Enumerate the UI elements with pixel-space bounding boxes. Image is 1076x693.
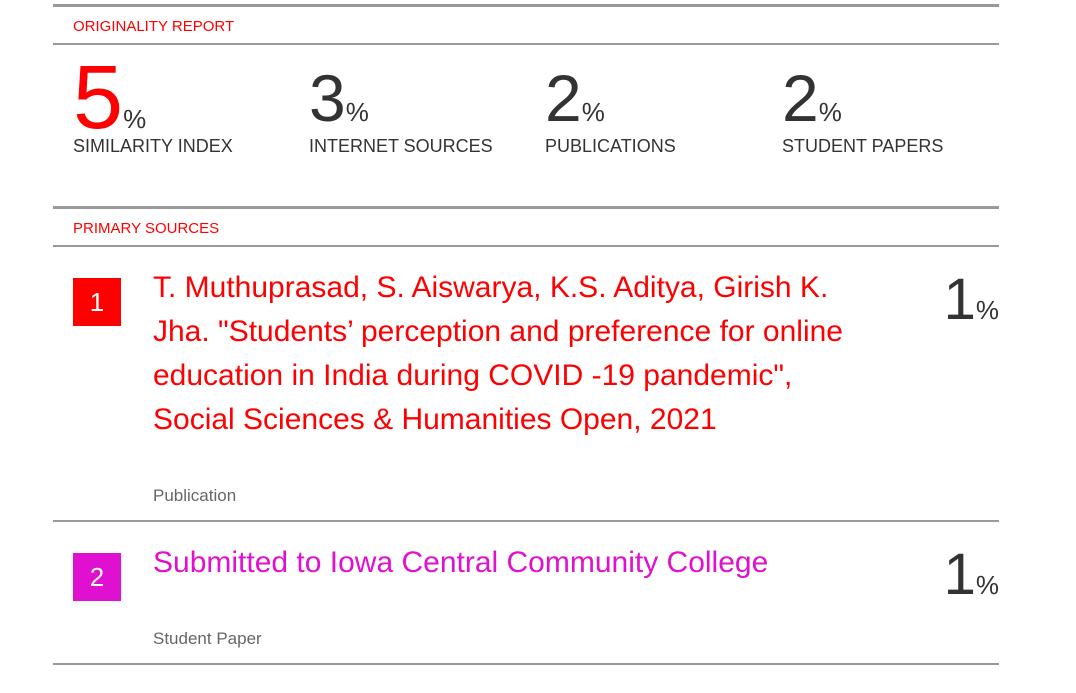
divider [53,43,999,45]
source-type: Student Paper [153,629,262,648]
stat-unit: % [581,97,605,127]
stat-value: 3 [309,61,346,135]
stat-publications: 2% PUBLICATIONS [545,58,676,157]
source-type: Publication [153,486,237,505]
stat-unit: % [123,104,147,134]
stat-label: STUDENT PAPERS [782,136,944,156]
source-percent-unit: % [975,295,999,325]
source-percent: 1% [944,266,999,333]
stat-similarity-index: 5% SIMILARITY INDEX [73,53,233,157]
source-percent-value: 1 [943,542,976,607]
originality-report-heading: ORIGINALITY REPORT [73,18,235,35]
stat-internet-sources: 3% INTERNET SOURCES [309,58,493,157]
source-percent: 1% [944,541,999,608]
stat-value: 2 [782,61,819,135]
stat-value: 5 [73,48,124,148]
stat-unit: % [345,97,369,127]
divider [53,206,999,209]
divider [53,663,999,665]
stat-label: PUBLICATIONS [545,136,676,156]
source-rank-badge: 2 [73,553,121,601]
divider [53,520,999,522]
source-title[interactable]: T. Muthuprasad, S. Aiswarya, K.S. Aditya… [153,271,843,436]
primary-sources-heading: PRIMARY SOURCES [73,220,220,237]
stat-value: 2 [545,61,582,135]
stat-student-papers: 2% STUDENT PAPERS [782,58,943,157]
source-percent-unit: % [975,570,999,600]
source-rank-badge: 1 [73,278,121,326]
divider [53,4,999,7]
stat-label: SIMILARITY INDEX [73,136,233,156]
source-title[interactable]: Submitted to Iowa Central Community Coll… [153,546,769,579]
divider [53,245,999,247]
source-percent-value: 1 [943,267,976,332]
stat-label: INTERNET SOURCES [309,136,493,156]
stat-unit: % [818,97,842,127]
